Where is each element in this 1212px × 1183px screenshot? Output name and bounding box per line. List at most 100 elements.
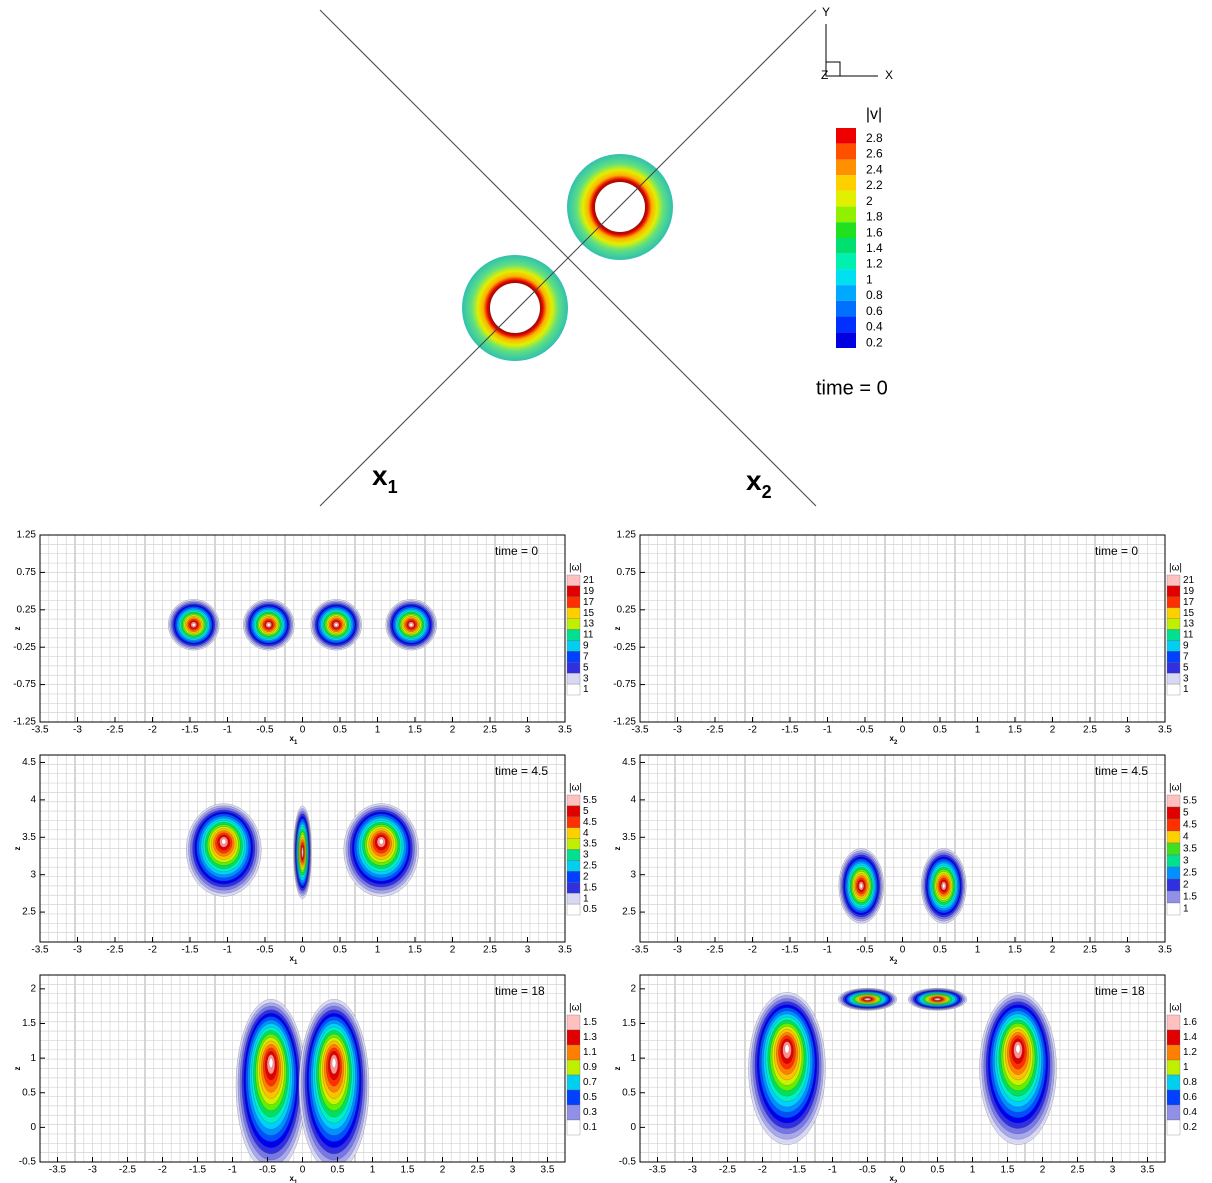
- plot-area: [640, 755, 1165, 942]
- x-tick-label: 3.5: [1158, 725, 1172, 736]
- plot-area: [40, 975, 565, 1162]
- x-tick-label: -1.5: [789, 1165, 807, 1176]
- colorbar-swatch: [566, 1059, 581, 1076]
- y-tick-label: 3.5: [22, 832, 36, 843]
- x-axis-label-sub: 2: [894, 960, 898, 966]
- time-label: time = 4.5: [1095, 764, 1148, 778]
- x-tick-label: 2.5: [1071, 1165, 1085, 1176]
- colorbar-swatch: [836, 159, 856, 176]
- x-tick-label: 2: [450, 945, 456, 956]
- x-tick-label: 1: [370, 1165, 376, 1176]
- colorbar-tick-label: 0.4: [1183, 1107, 1197, 1118]
- x-tick-label: 0.5: [931, 1165, 945, 1176]
- colorbar-tick-label: 9: [583, 641, 589, 652]
- colorbar-swatch: [836, 143, 856, 160]
- colorbar-tick-label: 13: [583, 619, 595, 630]
- colorbar-swatch: [566, 618, 581, 630]
- y-tick-label: -0.25: [613, 642, 636, 653]
- x-axis-label-main: x: [890, 1174, 895, 1183]
- time-label: time = 0: [495, 544, 538, 558]
- colorbar-swatch: [566, 585, 581, 597]
- x-tick-label: -1.5: [189, 1165, 207, 1176]
- x-tick-label: 0: [900, 945, 906, 956]
- colorbar-swatch: [566, 574, 581, 587]
- colorbar-swatch: [1166, 683, 1181, 696]
- x-tick-label: 2.5: [483, 725, 497, 736]
- y-tick-label: -1.25: [613, 717, 636, 728]
- colorbar-swatch: [566, 640, 581, 652]
- x-tick-label: -2: [748, 945, 757, 956]
- colorbar-tick-label: 1.4: [1183, 1032, 1197, 1043]
- colorbar-swatch: [1166, 1089, 1181, 1106]
- x-tick-label: 2.5: [471, 1165, 485, 1176]
- colorbar-tick-label: 3: [583, 850, 589, 861]
- x-tick-label: 1.5: [1008, 725, 1022, 736]
- colorbar-tick-label: 3.5: [1183, 844, 1197, 855]
- x-tick-label: -3.5: [49, 1165, 67, 1176]
- y-tick-label: 3: [630, 869, 636, 880]
- y-tick-label: 2: [630, 983, 636, 994]
- panels: -3.5 -3 -2.5 -2 -1.5 -1 -0.5 0 0.5 1 1.5 2 2.5 3 3.51.…: [13, 530, 1197, 1183]
- x-tick-label: -1: [223, 945, 232, 956]
- colorbar-swatch: [1166, 1119, 1181, 1136]
- colorbar-tick-label: 19: [1183, 586, 1195, 597]
- y-tick-label: 0: [630, 1122, 636, 1133]
- plot-area: [640, 975, 1165, 1162]
- colorbar-tick-label: 2: [583, 871, 589, 882]
- y-tick-label: 0: [30, 1122, 36, 1133]
- y-tick-label: 3: [30, 869, 36, 880]
- colorbar-tick-label: 4: [583, 828, 589, 839]
- colorbar-swatch: [1166, 607, 1181, 619]
- x-tick-label: 3: [1125, 945, 1131, 956]
- colorbar-tick-label: 0.8: [1183, 1077, 1197, 1088]
- y-tick-label: 1.5: [622, 1018, 636, 1029]
- x-tick-label: 0: [900, 1165, 906, 1176]
- x-tick-label: 2.5: [483, 945, 497, 956]
- colorbar-swatch: [566, 893, 581, 905]
- colorbar-tick-label: 21: [583, 575, 595, 586]
- x-tick-label: 1: [975, 725, 981, 736]
- x-tick-label: -1: [823, 945, 832, 956]
- colorbar-swatch: [1166, 651, 1181, 663]
- colorbar-swatch: [566, 860, 581, 872]
- colorbar-tick-label: 0.1: [583, 1122, 597, 1133]
- x-tick-label: 2: [1040, 1165, 1046, 1176]
- x-tick-label: -0.5: [259, 1165, 277, 1176]
- colorbar-title: |ω|: [569, 783, 582, 794]
- axis-label: x1: [372, 460, 398, 496]
- colorbar-tick-label: 3.5: [583, 839, 597, 850]
- x-tick-label: 1: [975, 945, 981, 956]
- colorbar-tick-label: 1: [1183, 904, 1189, 915]
- colorbar-swatch: [1166, 830, 1181, 844]
- x-tick-label: -3.5: [631, 945, 649, 956]
- colorbar-swatch: [1166, 842, 1181, 856]
- x-tick-label: -2.5: [719, 1165, 737, 1176]
- y-tick-label: 1: [630, 1053, 636, 1064]
- x-tick-label: 0: [300, 1165, 306, 1176]
- y-tick-label: 4.5: [622, 757, 636, 768]
- plot-panel: -3.5 -3 -2.5 -2 -1.5 -1 -0.5 0 0.5 1 1.5 2 2.5 3 3.5 1.…: [13, 530, 594, 746]
- x-axis-label-sub: 1: [294, 740, 298, 746]
- colorbar-swatch: [836, 269, 856, 286]
- y-tick-label: -0.5: [19, 1157, 37, 1168]
- colorbar-tick-label: 2.8: [866, 131, 883, 145]
- x-axis-label-main: x: [290, 954, 295, 963]
- x-tick-label: 1.5: [401, 1165, 415, 1176]
- colorbar-title: |ω|: [569, 1003, 582, 1014]
- x-tick-label: -2.5: [706, 725, 724, 736]
- contour-level: [1015, 1044, 1021, 1054]
- x-tick-label: -0.5: [256, 945, 274, 956]
- colorbar-tick-label: 11: [583, 630, 594, 641]
- x-tick-label: 1.5: [1001, 1165, 1015, 1176]
- colorbar-tick-label: 1.5: [1183, 892, 1197, 903]
- x-tick-label: 2: [450, 725, 456, 736]
- colorbar-swatch: [566, 673, 581, 685]
- colorbar-tick-label: 17: [1183, 597, 1195, 608]
- colorbar-tick-label: 5: [583, 806, 589, 817]
- x-axis-label-main: x: [290, 734, 295, 743]
- colorbar-swatch: [566, 596, 581, 608]
- contour-level: [865, 998, 870, 1001]
- x-tick-label: -3.5: [31, 945, 49, 956]
- contour-level: [331, 1057, 337, 1068]
